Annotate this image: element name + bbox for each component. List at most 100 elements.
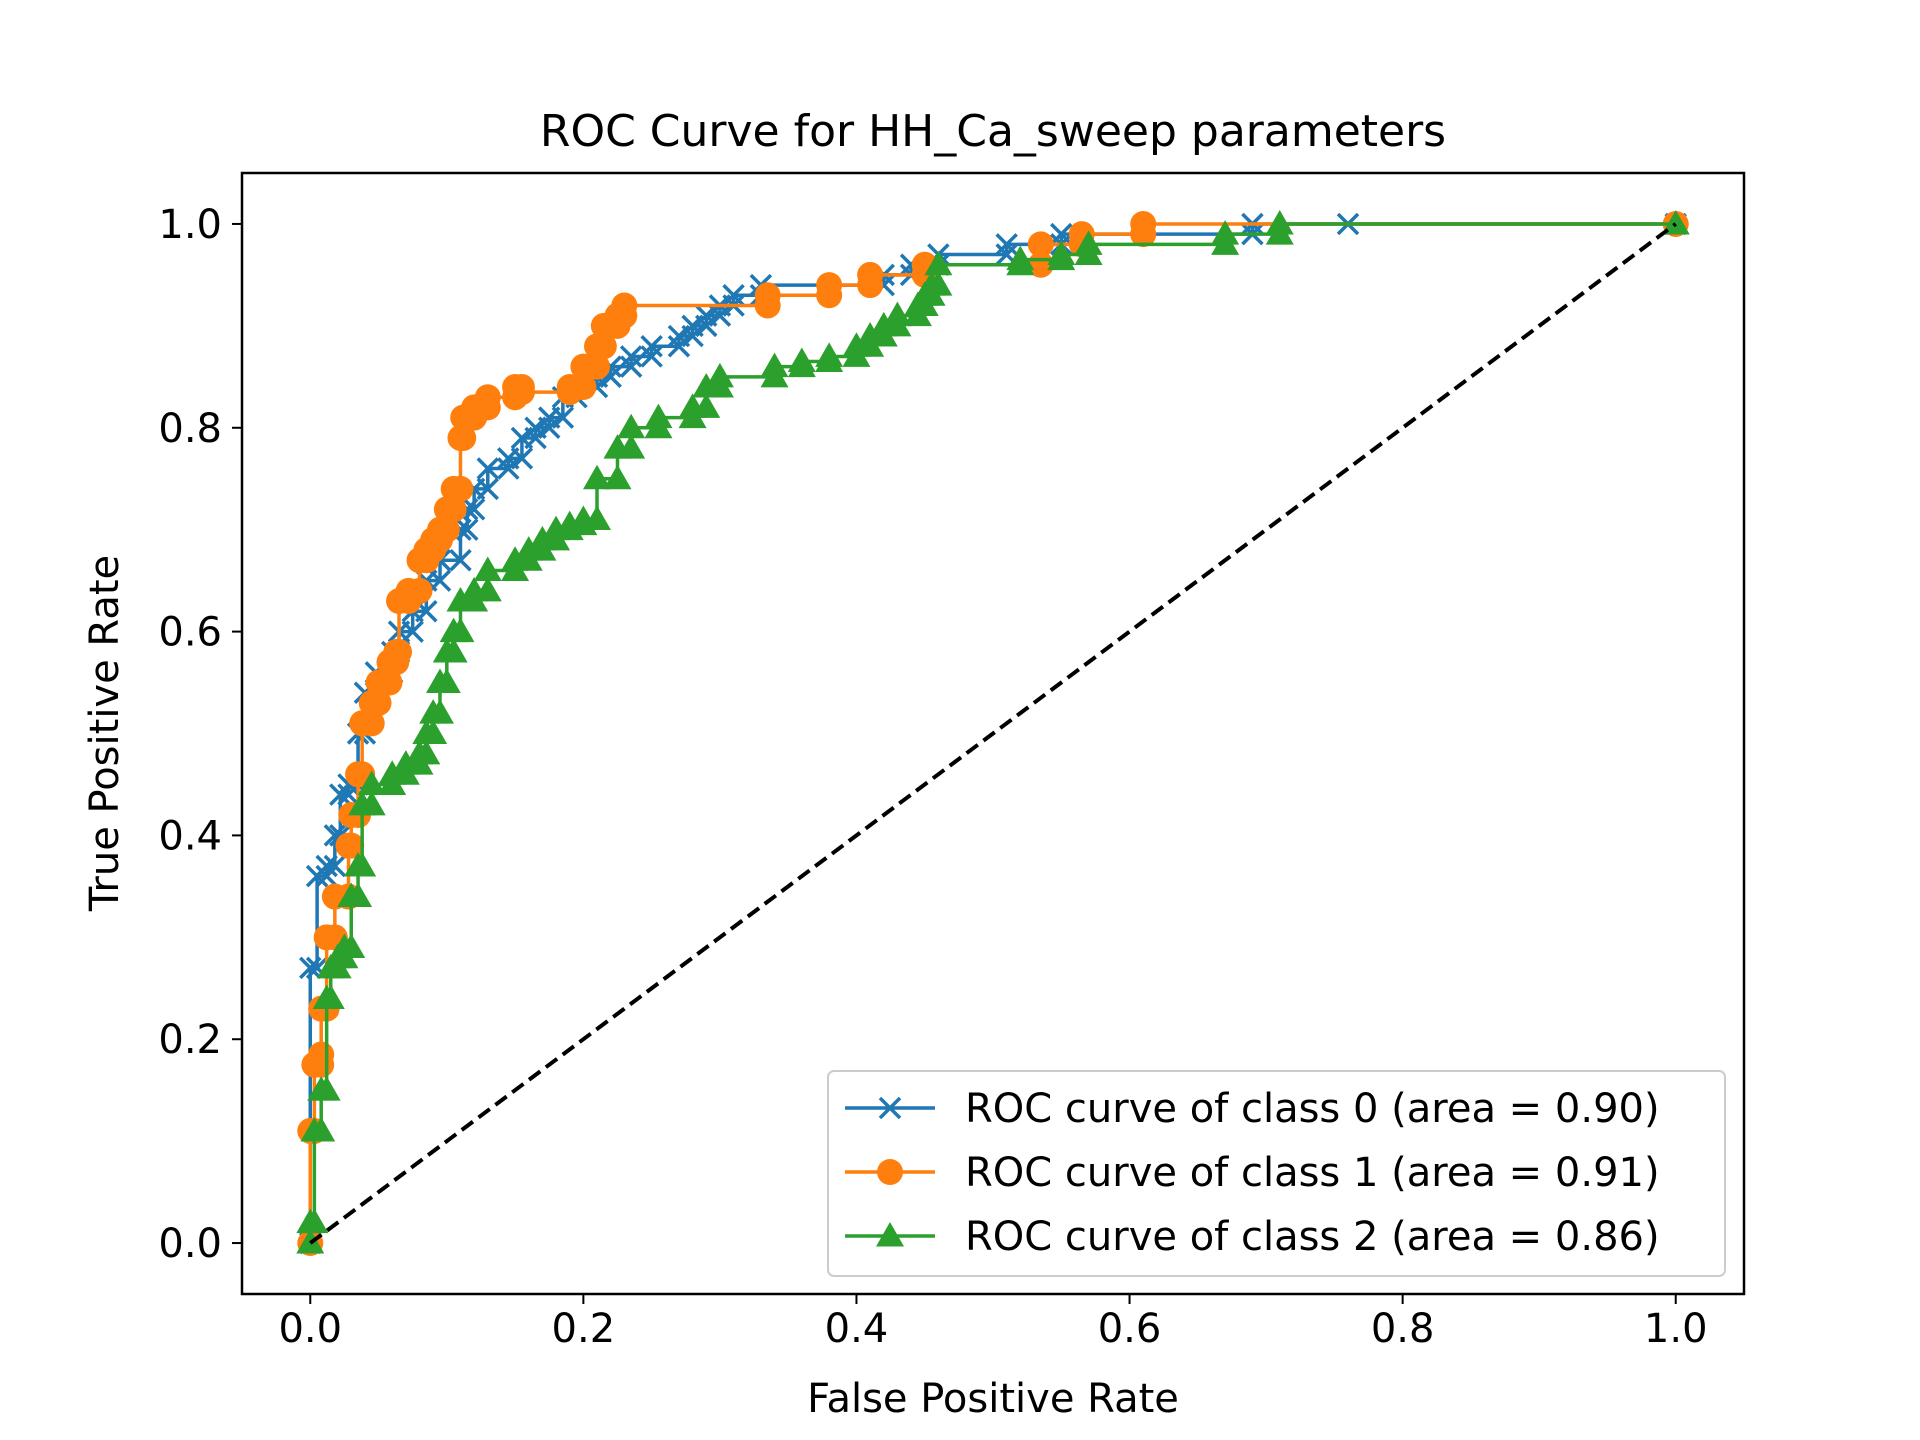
data-point-class-2 bbox=[432, 668, 461, 694]
legend: ROC curve of class 0 (area = 0.90) ROC cu… bbox=[827, 1070, 1726, 1277]
data-point-class-2 bbox=[1661, 209, 1690, 235]
data-point-class-0 bbox=[708, 304, 732, 327]
data-point-class-2 bbox=[617, 434, 646, 459]
data-point-class-2 bbox=[419, 719, 448, 744]
data-point-class-1 bbox=[386, 638, 413, 665]
y-axis-label: True Positive Rate bbox=[82, 555, 128, 912]
data-point-class-0 bbox=[497, 457, 520, 480]
data-point-class-0 bbox=[315, 854, 338, 878]
data-point-class-1 bbox=[447, 475, 474, 502]
data-point-class-0 bbox=[299, 956, 322, 980]
data-point-class-2 bbox=[439, 637, 468, 663]
data-point-class-2 bbox=[1211, 220, 1240, 245]
data-point-class-2 bbox=[348, 851, 377, 877]
data-point-class-2 bbox=[1074, 230, 1103, 255]
y-tick-label: 1.0 bbox=[158, 202, 222, 248]
data-point-class-0 bbox=[323, 854, 347, 878]
y-tick-label: 0.2 bbox=[158, 1017, 222, 1063]
x-tick-label: 0.6 bbox=[1098, 1306, 1162, 1352]
data-point-class-1 bbox=[1027, 231, 1054, 258]
data-point-class-0 bbox=[722, 284, 745, 307]
data-point-class-1 bbox=[433, 516, 460, 543]
data-point-class-1 bbox=[406, 577, 433, 604]
data-point-class-1 bbox=[857, 261, 884, 288]
data-point-class-2 bbox=[357, 790, 386, 816]
data-point-class-1 bbox=[816, 272, 843, 299]
data-point-class-0 bbox=[667, 335, 691, 358]
y-tick-label: 0.0 bbox=[158, 1221, 222, 1267]
data-point-class-0 bbox=[640, 335, 663, 358]
data-point-class-0 bbox=[524, 426, 547, 450]
data-point-class-2 bbox=[312, 1076, 341, 1101]
data-point-class-0 bbox=[619, 355, 643, 378]
x-axis-label: False Positive Rate bbox=[807, 1376, 1179, 1422]
series-1 bbox=[297, 210, 1689, 1257]
data-point-class-2 bbox=[603, 464, 632, 490]
data-point-class-0 bbox=[537, 416, 561, 440]
data-point-class-2 bbox=[1265, 209, 1294, 235]
data-point-class-2 bbox=[425, 699, 454, 724]
data-point-class-2 bbox=[307, 1116, 336, 1142]
data-point-class-2 bbox=[1006, 245, 1035, 271]
x-tick-label: 1.0 bbox=[1644, 1306, 1708, 1352]
data-point-class-2 bbox=[583, 505, 612, 530]
data-point-class-1 bbox=[440, 496, 467, 523]
legend-entries: ROC curve of class 0 (area = 0.90) ROC cu… bbox=[845, 1086, 1660, 1260]
legend-label-1: ROC curve of class 1 (area = 0.91) bbox=[965, 1150, 1660, 1196]
data-point-class-2 bbox=[412, 739, 441, 765]
legend-marker-1 bbox=[877, 1159, 903, 1185]
data-point-class-1 bbox=[754, 282, 781, 309]
data-point-class-1 bbox=[376, 669, 403, 696]
data-point-class-0 bbox=[456, 518, 479, 541]
x-tick-label: 0.0 bbox=[278, 1306, 342, 1352]
data-point-class-0 bbox=[695, 314, 718, 338]
legend-marker-2 bbox=[876, 1222, 904, 1247]
data-point-class-0 bbox=[449, 549, 472, 572]
legend-marker-0 bbox=[878, 1096, 902, 1120]
data-point-class-2 bbox=[644, 403, 673, 429]
series-3 bbox=[309, 222, 1677, 1245]
data-point-class-2 bbox=[300, 1208, 329, 1234]
data-point-class-0 bbox=[681, 324, 704, 348]
axes-frame bbox=[240, 171, 1746, 1296]
data-point-class-2 bbox=[787, 347, 816, 373]
data-point-class-2 bbox=[357, 770, 386, 795]
data-point-class-1 bbox=[611, 292, 638, 319]
data-point-class-0 bbox=[476, 477, 500, 501]
data-point-class-0 bbox=[476, 457, 500, 480]
data-point-class-2 bbox=[815, 342, 844, 367]
data-point-class-2 bbox=[446, 617, 475, 643]
data-point-class-2 bbox=[692, 393, 721, 418]
legend-frame bbox=[827, 1070, 1726, 1277]
plot-area bbox=[240, 171, 1746, 1296]
data-point-class-1 bbox=[358, 710, 385, 737]
data-point-class-1 bbox=[1130, 210, 1157, 237]
data-point-class-0 bbox=[428, 569, 452, 592]
data-point-class-2 bbox=[924, 271, 953, 296]
legend-label-2: ROC curve of class 2 (area = 0.86) bbox=[965, 1214, 1660, 1260]
series-2 bbox=[296, 209, 1690, 1254]
data-point-class-2 bbox=[883, 301, 912, 327]
x-tick-label: 0.8 bbox=[1371, 1306, 1435, 1352]
y-tick-label: 0.4 bbox=[158, 813, 222, 859]
data-point-class-0 bbox=[640, 345, 663, 368]
data-point-class-2 bbox=[617, 413, 646, 439]
data-point-class-1 bbox=[570, 374, 597, 401]
x-axis-ticks: 0.0 0.2 0.4 0.6 0.8 1.0 bbox=[278, 1294, 1708, 1352]
y-tick-label: 0.8 bbox=[158, 406, 222, 452]
data-point-class-0 bbox=[1050, 222, 1073, 246]
series-layer bbox=[296, 209, 1690, 1257]
data-point-class-1 bbox=[474, 384, 501, 411]
data-point-class-1 bbox=[450, 424, 477, 451]
data-point-class-2 bbox=[337, 933, 366, 959]
data-point-class-0 bbox=[995, 233, 1018, 256]
data-point-class-2 bbox=[705, 362, 734, 388]
data-point-class-2 bbox=[473, 576, 502, 602]
data-point-class-2 bbox=[583, 464, 612, 490]
data-point-class-1 bbox=[508, 379, 535, 406]
data-point-class-1 bbox=[338, 832, 365, 859]
data-point-class-2 bbox=[316, 984, 345, 1009]
data-point-class-1 bbox=[365, 689, 392, 716]
data-point-class-0 bbox=[551, 406, 575, 429]
